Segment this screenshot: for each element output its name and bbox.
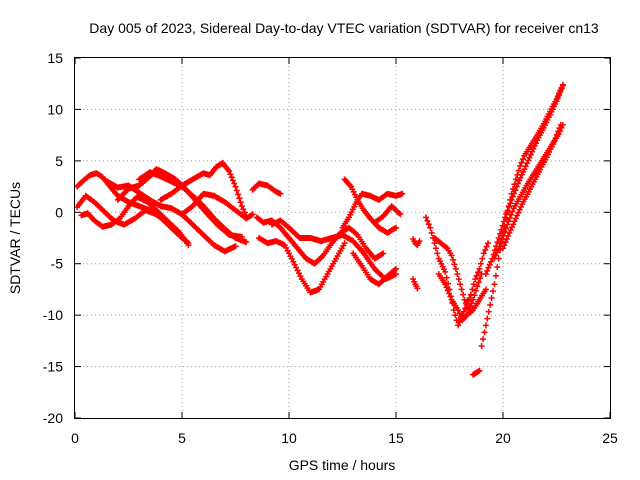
x-axis-title: GPS time / hours [289,457,396,473]
series-arc-k [256,235,348,296]
data-point-markers [157,159,250,219]
y-tick-label: 15 [47,50,63,66]
y-tick-label: 0 [55,204,63,220]
x-tick-label: 15 [388,430,404,446]
data-point-markers [249,180,284,197]
data-point-markers [268,217,399,283]
series-arc-z [500,121,564,252]
data-point-markers [256,235,348,296]
series-arc-h [179,190,256,222]
y-tick-label: -15 [43,359,63,375]
data-point-markers [500,121,564,252]
x-tick-label: 20 [495,430,511,446]
series-arc-f [136,169,250,246]
y-tick-label: -10 [43,307,63,323]
y-tick-label: 10 [47,101,63,117]
series-arc-o [350,250,399,288]
data-point-markers [470,367,483,378]
data-point-markers [431,235,485,313]
series-arc-c [78,193,192,249]
series-arc-p [371,203,404,226]
series-arc-t [431,235,485,313]
data-point-markers [78,193,192,249]
data-point-markers [410,276,421,292]
plot-frame [74,57,611,419]
series-arc-u [435,271,489,324]
y-tick-label: 5 [55,153,63,169]
y-axis-title: SDTVAR / TECUs [7,182,23,294]
series-arc-x [482,82,566,277]
series-arc-v [470,367,483,378]
x-tick-label: 10 [281,430,297,446]
data-point-markers [482,82,566,277]
y-tick-label: -20 [43,410,63,426]
data-point-markers [350,250,399,288]
data-point-markers [371,203,404,226]
series-arc-i [249,180,284,197]
series-arc-q [410,236,423,249]
data-point-markers [341,176,399,236]
y-tick-label: -5 [51,256,64,272]
grid [75,58,610,418]
series-arc-g [157,159,250,219]
x-tick-label: 0 [71,430,79,446]
chart-title: Day 005 of 2023, Sidereal Day-to-day VTE… [89,20,599,36]
series-arc-r [410,276,421,292]
series-arc-l [268,217,399,283]
series-arc-w [478,81,566,349]
data-point-markers [435,271,489,324]
data-point-markers [410,236,423,249]
data-point-markers [478,81,566,349]
data-point-markers [136,169,250,246]
x-tick-label: 5 [178,430,186,446]
series-arc-n [341,176,399,236]
axis-ticks: 0 5 10 15 20 25 -20 -15 -10 -5 0 5 10 15 [43,50,618,446]
x-tick-label: 25 [602,430,618,446]
data-point-markers [104,178,239,255]
series-arc-d [104,178,239,255]
data-point-markers [179,190,256,222]
series-arc-m [339,190,406,231]
data-point-markers [339,190,406,231]
data-points [74,81,566,378]
